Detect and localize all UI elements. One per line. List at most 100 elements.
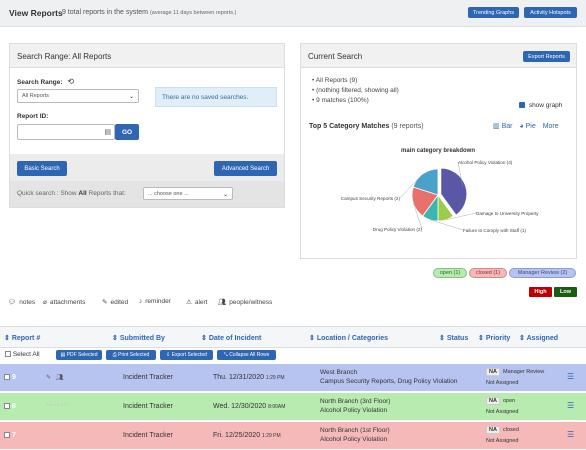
current-search-panel: Current Search Export Reports • All Repo… — [300, 43, 577, 259]
status-filter-pill[interactable]: closed (1) — [469, 268, 507, 278]
show-graph-toggle[interactable]: show graph — [519, 102, 562, 109]
category-pie-chart: main category breakdown Alcohol Policy V… — [341, 148, 539, 233]
row-indicator-icons: ✎ 👥︎ — [46, 374, 64, 381]
col-assigned[interactable]: ⇕ Assigned — [519, 335, 559, 342]
select-all-checkbox[interactable] — [5, 351, 11, 357]
pdf-selected-label: PDF Selected — [66, 352, 98, 358]
row-report-number[interactable]: 7 — [12, 432, 16, 439]
col-date-label: Date of Incident — [208, 335, 262, 342]
search-range-value: All Reports — [22, 93, 49, 99]
col-priority[interactable]: ⇕ Priority — [478, 335, 511, 342]
advanced-search-button[interactable]: Advanced Search — [214, 161, 277, 176]
refresh-icon[interactable]: ⟲ — [67, 77, 75, 86]
go-button[interactable]: GO — [115, 124, 139, 140]
top5-count: (9 reports) — [391, 123, 424, 130]
print-selected-button[interactable]: ⎙ Print Selected — [106, 350, 156, 360]
current-search-item-text: (nothing filtered, showing all) — [316, 87, 399, 94]
row-date: Fri. 12/25/2020 1:29 PM — [213, 432, 281, 439]
row-menu-icon[interactable]: ☰ — [567, 372, 575, 381]
pie-leader-line — [399, 173, 423, 199]
status-filter-pill[interactable]: open (1) — [433, 268, 467, 278]
quick-search-select[interactable]: ... choose one ... ⌄ — [143, 187, 233, 200]
legend-notes-label: notes — [19, 298, 36, 306]
col-date[interactable]: ⇕ Date of Incident — [201, 335, 262, 342]
search-panel-header: Search Range: All Reports — [10, 44, 284, 68]
legend-people: 👥︎ people/witness — [218, 298, 273, 307]
pie-slice-label: Damage to University Property — [476, 211, 539, 216]
legend-people-label: people/witness — [229, 298, 273, 306]
basic-search-button[interactable]: Basic Search — [17, 161, 67, 176]
row-submitted-by: Incident Tracker — [123, 403, 173, 410]
col-priority-label: Priority — [485, 335, 511, 342]
row-checkbox[interactable] — [4, 374, 10, 380]
col-status[interactable]: ⇕ Status — [439, 335, 469, 342]
print-icon: ⎙ — [112, 352, 117, 358]
top-bar: View Reports 9 total reports in the syst… — [0, 0, 586, 27]
row-categories: Alcohol Policy Violation — [320, 407, 388, 414]
row-time-text: 1:29 PM — [265, 375, 285, 381]
chevron-down-icon: ⌄ — [128, 94, 134, 100]
trending-graphs-button[interactable]: Trending Graphs — [468, 7, 519, 18]
table-row[interactable]: 8 • • • • • • Incident Tracker Wed. 12/3… — [0, 393, 586, 421]
page-subtitle: 9 total reports in the system (average 1… — [62, 9, 236, 16]
current-search-title: Current Search — [308, 52, 363, 61]
pdf-selected-button[interactable]: ▤ PDF Selected — [56, 350, 102, 360]
pie-leader-line — [429, 219, 464, 231]
top5-title-text: Top 5 Category Matches — [309, 123, 390, 130]
row-menu-icon[interactable]: ☰ — [567, 401, 575, 410]
export-selected-button[interactable]: ⇩ Export Selected — [160, 350, 213, 360]
download-icon: ⇩ — [166, 352, 171, 358]
current-search-item-text: All Reports (9) — [315, 77, 358, 84]
warning-icon: ⚠ — [186, 299, 192, 306]
row-date-text: Fri. 12/25/2020 — [213, 432, 261, 439]
row-menu-icon[interactable]: ☰ — [567, 430, 575, 439]
row-categories: Campus Security Reports, Drug Policy Vio… — [320, 378, 458, 385]
chart-type-links: ▥ Bar ◕ Pie More — [493, 122, 559, 130]
row-checkbox[interactable] — [4, 432, 10, 438]
table-row[interactable]: 9 ✎ 👥︎ Incident Tracker Thu. 12/31/2020 … — [0, 364, 586, 392]
row-report-number[interactable]: 8 — [12, 403, 16, 410]
col-submitted-by[interactable]: ⇕ Submitted By — [112, 335, 165, 342]
row-report-number[interactable]: 9 — [12, 374, 16, 381]
barcode-icon[interactable]: ▤ — [104, 129, 111, 136]
bar-chart-link[interactable]: ▥ Bar — [493, 123, 512, 130]
reports-table-header: ⇕ Report # ⇕ Submitted By ⇕ Date of Inci… — [0, 326, 586, 348]
collapse-all-button[interactable]: ⤡ Collapse All Rows — [217, 350, 276, 360]
quick-search-label: Quick search : Show All Reports that: — [17, 190, 126, 197]
pie-slice-label: Alcohol Policy Violation (4) — [458, 160, 513, 165]
pie-slice[interactable] — [440, 167, 468, 216]
row-date-text: Wed. 12/30/2020 — [213, 403, 267, 410]
col-submitted-by-label: Submitted By — [119, 335, 165, 342]
quick-search-prefix: Quick search : Show — [17, 190, 77, 197]
pie-slice[interactable] — [412, 168, 439, 196]
no-saved-searches-notice: There are no saved searches. — [155, 87, 277, 107]
row-checkbox[interactable] — [4, 403, 10, 409]
row-categories: Alcohol Policy Violation — [320, 436, 388, 443]
report-id-input[interactable]: ▤ — [17, 124, 115, 140]
legend-notes: 💬︎ notes — [8, 298, 36, 307]
pie-chart-link[interactable]: ◕ Pie — [519, 123, 535, 130]
people-icon: 👥︎ — [218, 299, 227, 306]
status-filter-pill[interactable]: Manager Review (2) — [509, 268, 576, 278]
col-location-label: Location / Categories — [316, 335, 388, 342]
more-link[interactable]: More — [542, 123, 559, 130]
current-search-header: Current Search Export Reports — [301, 44, 576, 68]
row-status: closed — [503, 427, 519, 433]
table-row[interactable]: 7 • • • • • • Incident Tracker Fri. 12/2… — [0, 422, 586, 450]
priority-filter-pill[interactable]: Low — [554, 287, 577, 297]
row-status: Manager Review — [503, 369, 545, 375]
show-graph-checkbox[interactable] — [519, 102, 525, 108]
row-priority-badge: NA — [486, 426, 500, 434]
search-range-select[interactable]: All Reports ⌄ — [17, 89, 139, 103]
activity-hotspots-button[interactable]: Activity Hotspots — [524, 7, 577, 18]
pie-leader-line — [413, 202, 423, 230]
row-date: Thu. 12/31/2020 1:29 PM — [213, 374, 285, 381]
select-all[interactable]: Select All — [5, 351, 40, 358]
col-location[interactable]: ⇕ Location / Categories — [309, 335, 388, 342]
export-selected-label: Export Selected — [171, 352, 207, 358]
priority-filter-pill[interactable]: High — [529, 287, 552, 297]
current-search-item: • (nothing filtered, showing all) — [312, 87, 399, 94]
export-reports-button[interactable]: Export Reports — [523, 51, 570, 62]
search-range-label: Search Range: ⟲ — [17, 77, 74, 86]
col-report-number[interactable]: ⇕ Report # — [4, 335, 41, 342]
